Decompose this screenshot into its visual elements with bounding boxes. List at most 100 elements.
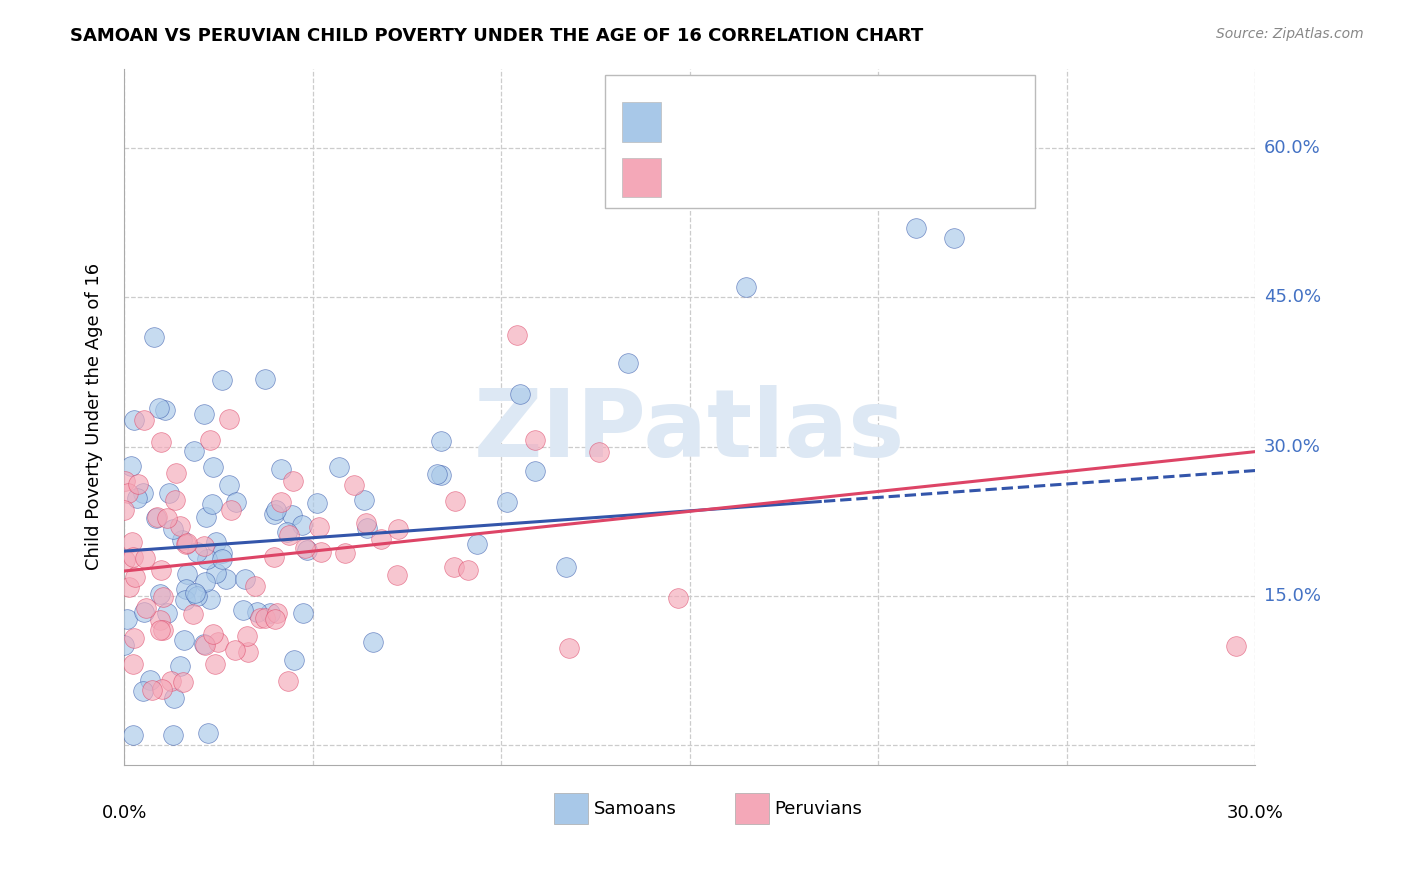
Point bbox=[211, 373, 233, 387]
Point bbox=[184, 585, 207, 599]
Point bbox=[176, 567, 198, 582]
Point bbox=[176, 535, 198, 549]
Point bbox=[150, 435, 173, 450]
Point bbox=[218, 411, 240, 425]
Point bbox=[181, 607, 204, 622]
Point bbox=[162, 522, 184, 536]
Point bbox=[270, 495, 292, 509]
Point bbox=[117, 486, 139, 500]
Point bbox=[186, 545, 208, 559]
Point bbox=[218, 478, 240, 492]
Point bbox=[122, 728, 145, 742]
Point bbox=[157, 486, 180, 500]
Point bbox=[141, 682, 163, 697]
Point bbox=[112, 638, 135, 652]
Point bbox=[283, 653, 305, 667]
Text: Samoans: Samoans bbox=[593, 800, 676, 818]
Point bbox=[205, 534, 228, 549]
Point bbox=[291, 518, 314, 533]
Text: 45.0%: 45.0% bbox=[1264, 288, 1320, 306]
Point bbox=[169, 659, 191, 673]
Point bbox=[155, 403, 177, 417]
Point bbox=[430, 434, 453, 449]
Point bbox=[264, 503, 287, 517]
Text: R = 0.212   N = 71: R = 0.212 N = 71 bbox=[678, 190, 863, 210]
Point bbox=[297, 543, 319, 558]
Point bbox=[281, 508, 304, 522]
Point bbox=[152, 624, 174, 638]
Text: ZIPatlas: ZIPatlas bbox=[474, 384, 905, 476]
Point bbox=[281, 474, 304, 488]
Point bbox=[245, 579, 267, 593]
Point bbox=[174, 537, 197, 551]
Point bbox=[183, 443, 205, 458]
Point bbox=[221, 503, 243, 517]
Point bbox=[387, 522, 409, 536]
Point bbox=[342, 478, 364, 492]
Point bbox=[135, 601, 157, 615]
Point bbox=[266, 606, 288, 620]
Text: 15.0%: 15.0% bbox=[1264, 587, 1320, 605]
Point bbox=[291, 606, 314, 620]
Point bbox=[132, 413, 155, 427]
Point bbox=[211, 552, 233, 566]
Point bbox=[134, 551, 156, 566]
Point bbox=[174, 582, 197, 596]
Point bbox=[308, 520, 330, 534]
Point bbox=[942, 230, 965, 244]
Point bbox=[202, 460, 225, 475]
Point bbox=[139, 673, 162, 687]
Point bbox=[202, 627, 225, 641]
Point bbox=[156, 510, 179, 524]
Point bbox=[444, 493, 467, 508]
Point bbox=[558, 640, 581, 655]
Point bbox=[197, 725, 219, 739]
Point bbox=[224, 642, 246, 657]
Point bbox=[249, 610, 271, 624]
Point bbox=[904, 220, 927, 235]
FancyBboxPatch shape bbox=[621, 103, 661, 142]
Point bbox=[124, 570, 146, 584]
Point bbox=[457, 563, 479, 577]
Point bbox=[353, 493, 375, 508]
Point bbox=[174, 593, 197, 607]
Point bbox=[467, 537, 489, 551]
Point bbox=[506, 328, 529, 343]
Point bbox=[666, 591, 689, 606]
Point bbox=[354, 516, 377, 530]
Point bbox=[361, 634, 384, 648]
Point bbox=[193, 637, 215, 651]
Text: R = 0.170   N = 78: R = 0.170 N = 78 bbox=[678, 112, 863, 131]
Point bbox=[193, 539, 215, 553]
Point bbox=[276, 524, 298, 539]
Point bbox=[335, 546, 357, 560]
Point bbox=[125, 491, 148, 505]
Point bbox=[162, 728, 184, 742]
Point bbox=[443, 559, 465, 574]
Point bbox=[215, 572, 238, 586]
Text: 0.0%: 0.0% bbox=[101, 804, 146, 822]
Point bbox=[356, 521, 378, 535]
FancyBboxPatch shape bbox=[605, 76, 1035, 208]
Point bbox=[170, 533, 193, 548]
Point bbox=[127, 477, 149, 491]
Text: 60.0%: 60.0% bbox=[1264, 139, 1320, 157]
Point bbox=[277, 673, 299, 688]
Point bbox=[149, 624, 172, 638]
Point bbox=[173, 633, 195, 648]
Point bbox=[523, 464, 546, 478]
Point bbox=[254, 611, 277, 625]
Point bbox=[114, 475, 136, 489]
Point bbox=[509, 386, 531, 401]
Point bbox=[588, 445, 610, 459]
Point bbox=[172, 675, 194, 690]
Y-axis label: Child Poverty Under the Age of 16: Child Poverty Under the Age of 16 bbox=[86, 263, 103, 570]
Point bbox=[131, 683, 153, 698]
Point bbox=[232, 603, 254, 617]
Point bbox=[121, 535, 143, 549]
Point bbox=[204, 566, 226, 580]
Point bbox=[225, 495, 247, 509]
Point bbox=[150, 682, 173, 697]
Point bbox=[112, 503, 135, 517]
Point bbox=[117, 612, 139, 626]
